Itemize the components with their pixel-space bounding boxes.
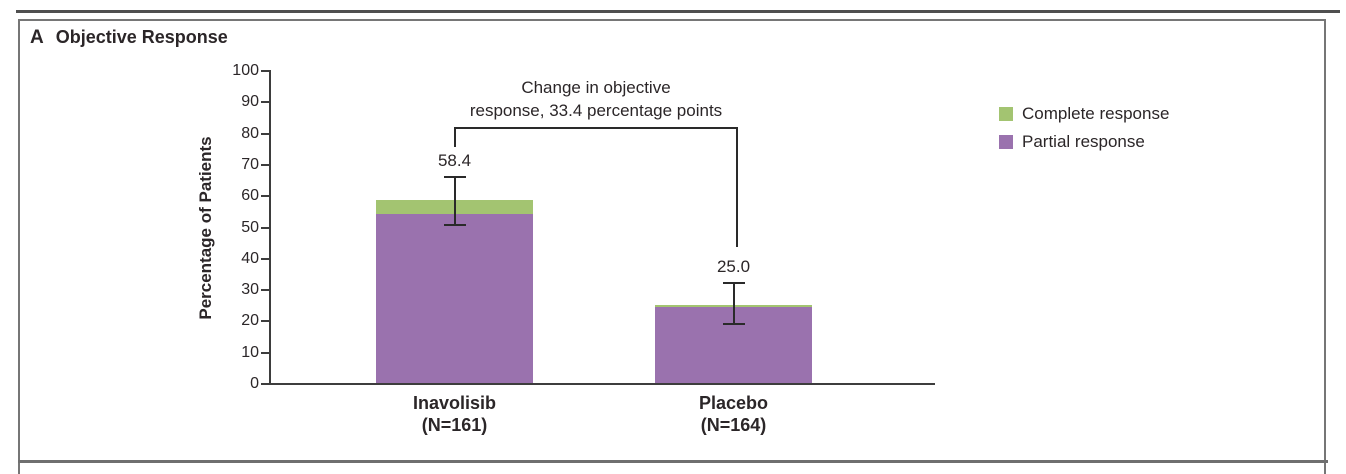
- category-label: Inavolisib (N=161): [345, 392, 565, 436]
- category-name: Inavolisib: [412, 393, 497, 413]
- error-bar-line: [453, 176, 456, 226]
- panel-bottom-divider: [18, 460, 1328, 463]
- y-tick-mark: [261, 383, 269, 385]
- bracket-right-drop: [736, 127, 738, 247]
- y-tick-mark: [261, 289, 269, 292]
- category-n: (N=161): [421, 415, 488, 435]
- y-tick-mark: [261, 163, 269, 166]
- panel-title: A Objective Response: [30, 27, 228, 49]
- bar-value-label: 25.0: [716, 256, 751, 276]
- y-tick-mark: [261, 132, 269, 135]
- y-tick-mark: [261, 226, 269, 229]
- bar-segment-partial-response: [376, 213, 533, 383]
- figure-top-rule: [16, 10, 1340, 13]
- y-tick-label: 10: [241, 343, 259, 361]
- bracket-horizontal: [454, 127, 737, 129]
- panel-frame-border: [18, 19, 1326, 474]
- x-axis-line: [269, 383, 935, 385]
- error-bar-cap-top: [722, 281, 745, 284]
- error-bar-cap-bottom: [722, 323, 745, 326]
- y-tick-label: 0: [250, 375, 259, 392]
- category-name: Placebo: [698, 393, 769, 413]
- error-bar-line: [732, 281, 735, 325]
- panel-title-text: Objective Response: [55, 27, 228, 47]
- error-bar-cap-bottom: [443, 224, 466, 227]
- bracket-left-drop: [453, 127, 456, 147]
- legend-label: Complete response: [1022, 104, 1170, 123]
- legend: Complete response Partial response: [999, 104, 1169, 160]
- legend-label: Partial response: [1022, 132, 1145, 151]
- y-tick-label: 100: [232, 62, 259, 79]
- category-label: Placebo (N=164): [624, 392, 844, 436]
- change-annotation-line1: Change in objective: [521, 78, 671, 97]
- y-tick-label: 60: [241, 187, 259, 205]
- y-tick-label: 40: [241, 249, 259, 267]
- y-tick-mark: [261, 351, 269, 354]
- y-tick-mark: [261, 101, 269, 104]
- bar-value-label: 58.4: [437, 151, 472, 171]
- y-tick-mark: [261, 195, 269, 198]
- y-tick-label: 20: [241, 312, 259, 330]
- change-annotation: Change in objective response, 33.4 perce…: [416, 76, 776, 122]
- legend-swatch-icon: [999, 134, 1013, 149]
- y-tick-label: 50: [241, 218, 259, 236]
- error-bar-cap-top: [443, 176, 466, 179]
- y-tick-label: 90: [241, 93, 259, 111]
- y-tick-label: 30: [241, 281, 259, 299]
- y-axis-line: [269, 70, 271, 385]
- y-tick-label: 70: [241, 155, 259, 173]
- legend-item: Partial response: [999, 132, 1169, 151]
- category-n: (N=164): [700, 415, 767, 435]
- change-annotation-line2: response, 33.4 percentage points: [469, 101, 723, 120]
- y-tick-mark: [261, 70, 269, 72]
- y-tick-mark: [261, 320, 269, 323]
- y-tick-label: 80: [241, 124, 259, 142]
- y-tick-mark: [261, 257, 269, 260]
- legend-item: Complete response: [999, 104, 1169, 123]
- legend-swatch-icon: [999, 106, 1013, 121]
- panel-letter: A: [30, 27, 44, 48]
